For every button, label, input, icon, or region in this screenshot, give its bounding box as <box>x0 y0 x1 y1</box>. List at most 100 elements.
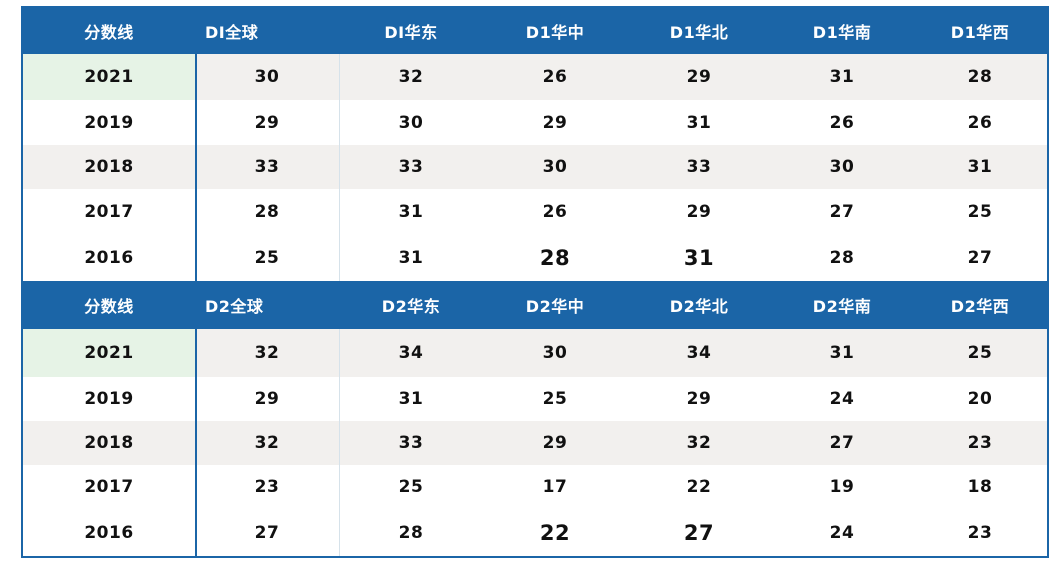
value-cell: 30 <box>398 112 424 133</box>
header-d2-south: D2华南 <box>812 297 872 316</box>
table-row: 2017 28 31 26 29 27 25 <box>23 189 1047 234</box>
value-cell: 34 <box>398 343 424 363</box>
value-cell: 22 <box>539 520 571 545</box>
table-row: 2016 25 31 28 31 28 27 <box>23 234 1047 281</box>
value-cell: 28 <box>398 522 424 543</box>
table1-body: 2021 30 32 26 29 31 28 2019 29 30 29 31 … <box>23 54 1047 281</box>
value-cell: 22 <box>686 477 712 497</box>
column-divider <box>195 329 197 556</box>
value-cell: 30 <box>829 157 855 177</box>
value-cell: 32 <box>686 433 712 453</box>
header-d2-west: D2华西 <box>950 297 1010 316</box>
value-cell: 29 <box>686 67 712 87</box>
value-cell: 19 <box>829 477 855 497</box>
value-cell: 28 <box>829 247 855 268</box>
value-cell: 31 <box>829 67 855 87</box>
value-cell: 33 <box>398 157 424 177</box>
year-cell: 2016 <box>84 247 134 268</box>
value-cell: 31 <box>686 112 712 133</box>
year-cell: 2018 <box>84 157 134 177</box>
year-cell: 2019 <box>84 389 134 409</box>
table-row: 2016 27 28 22 27 24 23 <box>23 509 1047 556</box>
column-divider-light <box>339 54 340 281</box>
table-row: 2019 29 31 25 29 24 20 <box>23 377 1047 421</box>
value-cell: 32 <box>254 343 280 363</box>
value-cell: 30 <box>542 343 568 363</box>
table2-header-row: 分数线 D2全球 D2华东 D2华中 D2华北 D2华南 D2华西 <box>23 281 1047 329</box>
value-cell: 27 <box>829 433 855 453</box>
value-cell: 20 <box>967 389 993 409</box>
value-cell: 29 <box>686 389 712 409</box>
value-cell: 26 <box>542 67 568 87</box>
header-d1-global: DI全球 <box>205 23 259 42</box>
value-cell: 31 <box>683 245 715 270</box>
year-cell: 2021 <box>23 329 195 377</box>
table2-body: 2021 32 34 30 34 31 25 2019 29 31 25 29 … <box>23 329 1047 556</box>
header-d1-north: D1华北 <box>669 23 729 42</box>
score-table-frame: 分数线 DI全球 DI华东 D1华中 D1华北 D1华南 D1华西 2021 3… <box>21 6 1049 558</box>
value-cell: 25 <box>254 247 280 268</box>
year-cell: 2016 <box>84 522 134 543</box>
value-cell: 28 <box>539 245 571 270</box>
value-cell: 28 <box>254 201 280 222</box>
value-cell: 28 <box>967 67 993 87</box>
value-cell: 29 <box>542 433 568 453</box>
value-cell: 34 <box>686 343 712 363</box>
header-d1-south: D1华南 <box>812 23 872 42</box>
value-cell: 31 <box>398 201 424 222</box>
header-d2-north: D2华北 <box>669 297 729 316</box>
value-cell: 33 <box>254 157 280 177</box>
value-cell: 25 <box>398 477 424 497</box>
header-d2-global: D2全球 <box>205 297 264 316</box>
value-cell: 23 <box>967 522 993 543</box>
table-row: 2021 32 34 30 34 31 25 <box>23 329 1047 377</box>
value-cell: 31 <box>398 389 424 409</box>
year-cell: 2019 <box>84 112 134 133</box>
value-cell: 24 <box>829 389 855 409</box>
value-cell: 26 <box>829 112 855 133</box>
table-row: 2018 33 33 30 33 30 31 <box>23 145 1047 189</box>
value-cell: 31 <box>967 157 993 177</box>
value-cell: 29 <box>254 112 280 133</box>
value-cell: 31 <box>398 247 424 268</box>
value-cell: 33 <box>686 157 712 177</box>
year-cell: 2021 <box>23 54 195 100</box>
value-cell: 29 <box>542 112 568 133</box>
value-cell: 27 <box>967 247 993 268</box>
value-cell: 26 <box>542 201 568 222</box>
header-d1-east: DI华东 <box>384 23 438 42</box>
value-cell: 33 <box>398 433 424 453</box>
value-cell: 31 <box>829 343 855 363</box>
value-cell: 30 <box>254 67 280 87</box>
value-cell: 29 <box>686 201 712 222</box>
header-score-line: 分数线 <box>84 23 134 42</box>
value-cell: 23 <box>967 433 993 453</box>
year-cell: 2017 <box>84 477 134 497</box>
table-row: 2021 30 32 26 29 31 28 <box>23 54 1047 100</box>
value-cell: 32 <box>398 67 424 87</box>
header-score-line: 分数线 <box>84 297 134 316</box>
value-cell: 32 <box>254 433 280 453</box>
header-d2-east: D2华东 <box>381 297 441 316</box>
value-cell: 26 <box>967 112 993 133</box>
value-cell: 25 <box>542 389 568 409</box>
table1-header-row: 分数线 DI全球 DI华东 D1华中 D1华北 D1华南 D1华西 <box>23 8 1047 54</box>
value-cell: 29 <box>254 389 280 409</box>
value-cell: 17 <box>542 477 568 497</box>
value-cell: 24 <box>829 522 855 543</box>
year-cell: 2017 <box>84 201 134 222</box>
value-cell: 27 <box>829 201 855 222</box>
column-divider <box>195 54 197 281</box>
table-row: 2019 29 30 29 31 26 26 <box>23 100 1047 145</box>
value-cell: 30 <box>542 157 568 177</box>
value-cell: 25 <box>967 201 993 222</box>
table-row: 2018 32 33 29 32 27 23 <box>23 421 1047 465</box>
column-divider-light <box>339 329 340 556</box>
header-d2-central: D2华中 <box>525 297 585 316</box>
value-cell: 27 <box>254 522 280 543</box>
value-cell: 23 <box>254 477 280 497</box>
year-cell: 2018 <box>84 433 134 453</box>
value-cell: 25 <box>967 343 993 363</box>
value-cell: 18 <box>967 477 993 497</box>
value-cell: 27 <box>683 520 715 545</box>
